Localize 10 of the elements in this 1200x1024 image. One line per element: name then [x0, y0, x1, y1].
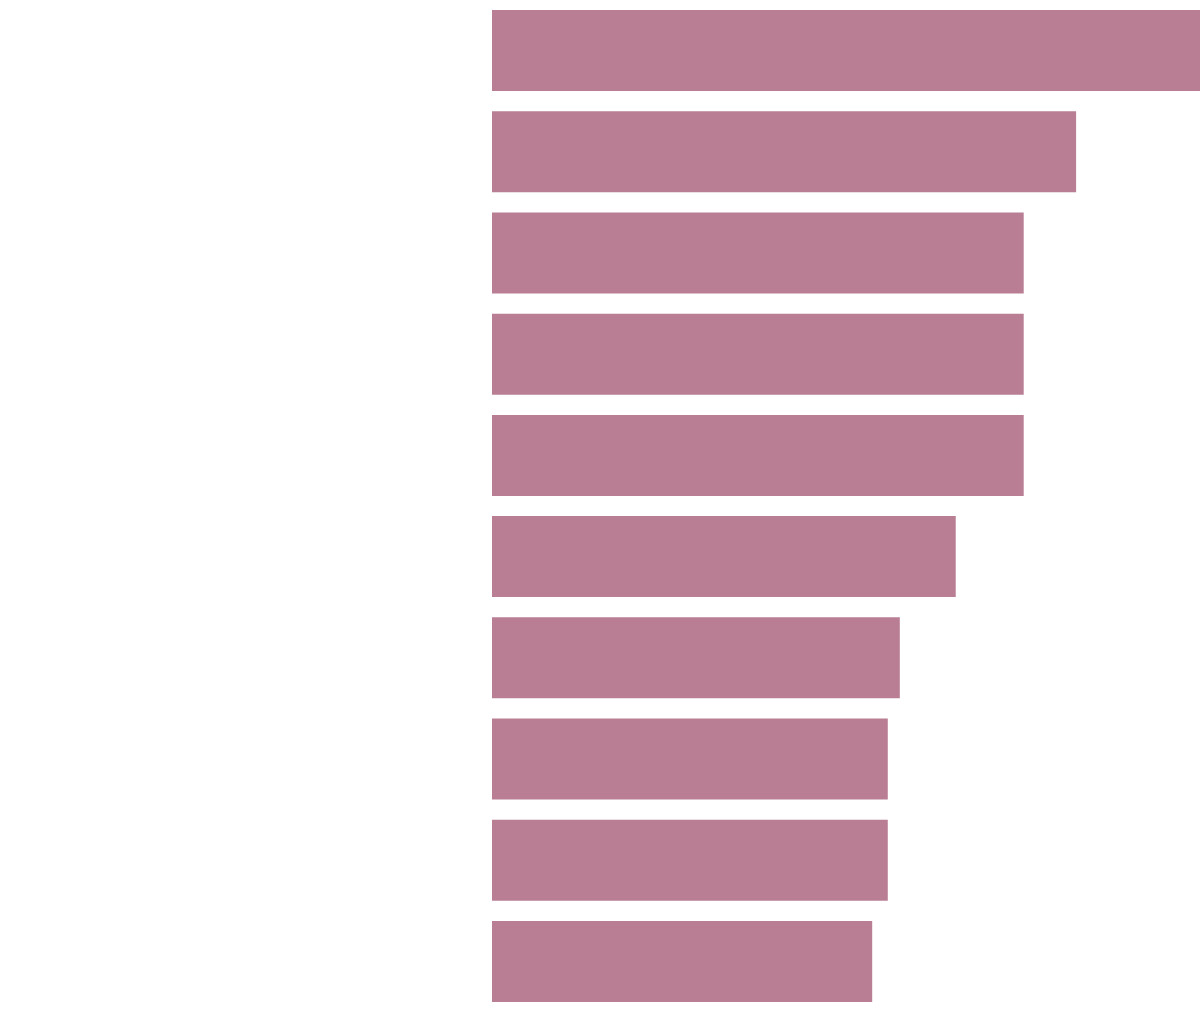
bar [492, 212, 1024, 294]
bar [492, 111, 1077, 193]
bar [492, 10, 1200, 92]
bar [492, 819, 888, 901]
bar [492, 617, 900, 699]
bar [492, 920, 873, 1002]
bar [492, 313, 1024, 395]
bar [492, 414, 1024, 496]
bar [492, 718, 888, 800]
bar [492, 516, 956, 598]
